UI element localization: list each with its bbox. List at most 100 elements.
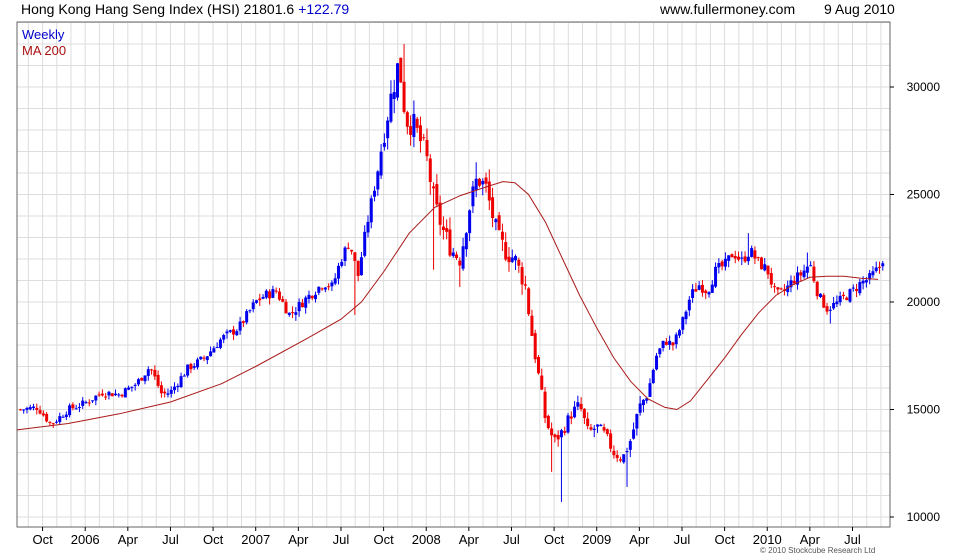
candle-body: [317, 286, 321, 293]
candle: [855, 283, 859, 298]
candle: [359, 251, 363, 276]
candle-body: [186, 364, 190, 376]
candle: [366, 215, 370, 238]
candle: [809, 261, 813, 267]
candle: [182, 373, 186, 377]
candle-body: [386, 120, 390, 139]
y-tick-label: 25000: [907, 188, 941, 202]
candle-body: [746, 256, 750, 262]
source-site: www.fullermoney.com: [660, 1, 796, 17]
candle-body: [878, 266, 882, 268]
candle-body: [507, 256, 511, 263]
candle-body: [556, 435, 560, 440]
candle: [461, 237, 465, 271]
candle-body: [504, 242, 508, 260]
candle: [589, 423, 593, 431]
candle-body: [340, 261, 344, 266]
candle-body: [677, 330, 681, 336]
candle: [720, 259, 724, 271]
candle-body: [363, 231, 367, 256]
candle-body: [786, 285, 790, 293]
candle: [618, 456, 622, 463]
candle-body: [671, 342, 675, 346]
candle: [769, 267, 773, 289]
candle-body: [97, 394, 101, 396]
candle-body: [330, 282, 334, 287]
candle-body: [146, 369, 150, 376]
candle-body: [123, 388, 127, 398]
candle: [504, 232, 508, 262]
candle-body: [261, 296, 265, 299]
candle-body: [599, 424, 603, 427]
candle-body: [648, 383, 652, 397]
candle-body: [192, 366, 196, 368]
candle: [176, 383, 180, 393]
candle: [251, 299, 255, 313]
candle-body: [61, 416, 65, 418]
candle: [166, 388, 170, 398]
candle-body: [150, 369, 154, 371]
candle: [245, 309, 249, 325]
candle-body: [615, 454, 619, 459]
candle: [491, 187, 495, 228]
candle-body: [700, 285, 704, 293]
candle-body: [209, 351, 213, 357]
candle-body: [661, 340, 665, 349]
candle: [28, 404, 32, 411]
candle: [205, 355, 209, 365]
candle-body: [284, 301, 288, 314]
candle: [258, 293, 262, 306]
candle: [386, 116, 390, 150]
candle-body: [461, 246, 465, 269]
candle-body: [166, 393, 170, 395]
candle-body: [300, 302, 304, 308]
candle: [54, 419, 58, 424]
candle-body: [51, 423, 55, 425]
candle-body: [796, 272, 800, 285]
candle-body: [205, 356, 209, 361]
candle: [596, 424, 600, 433]
plot-frame: [16, 21, 891, 528]
candle: [389, 80, 393, 124]
candle: [543, 387, 547, 424]
candle: [658, 347, 662, 358]
candle: [192, 362, 196, 370]
candle-body: [609, 433, 613, 449]
candle-body: [176, 385, 180, 388]
x-axis-ticks: Oct 2006 Apr Jul Oct 2007 Apr Jul Oct 2008 Apr Jul O…: [32, 527, 861, 547]
candle-body: [684, 311, 688, 320]
candle: [733, 250, 737, 264]
candle: [546, 414, 550, 430]
candle: [727, 255, 731, 268]
candle: [32, 403, 36, 411]
candle: [779, 287, 783, 291]
candle-body: [533, 333, 537, 360]
candle-body: [225, 331, 229, 334]
candle: [730, 253, 734, 258]
candle-body: [307, 294, 311, 300]
index-change: +122.79: [298, 1, 350, 17]
candle-body: [828, 309, 832, 311]
candle: [241, 320, 245, 328]
candle-body: [655, 355, 659, 370]
candle: [97, 391, 101, 397]
candle-body: [458, 260, 462, 266]
candle-body: [409, 126, 413, 135]
candle: [723, 252, 727, 271]
candle: [212, 346, 216, 353]
candle-body: [776, 287, 780, 290]
candle: [691, 284, 695, 303]
candle-body: [425, 140, 429, 157]
candle: [582, 408, 586, 425]
candle-body: [346, 247, 350, 249]
candle: [609, 429, 613, 453]
candle: [628, 439, 632, 458]
candle: [828, 306, 832, 324]
candle-body: [241, 321, 245, 323]
x-tick-label: Oct: [544, 532, 565, 547]
candle: [271, 285, 275, 299]
candle-body: [195, 359, 199, 368]
candle-body: [58, 416, 62, 423]
candle-body: [550, 428, 554, 436]
candle-body: [333, 278, 337, 284]
